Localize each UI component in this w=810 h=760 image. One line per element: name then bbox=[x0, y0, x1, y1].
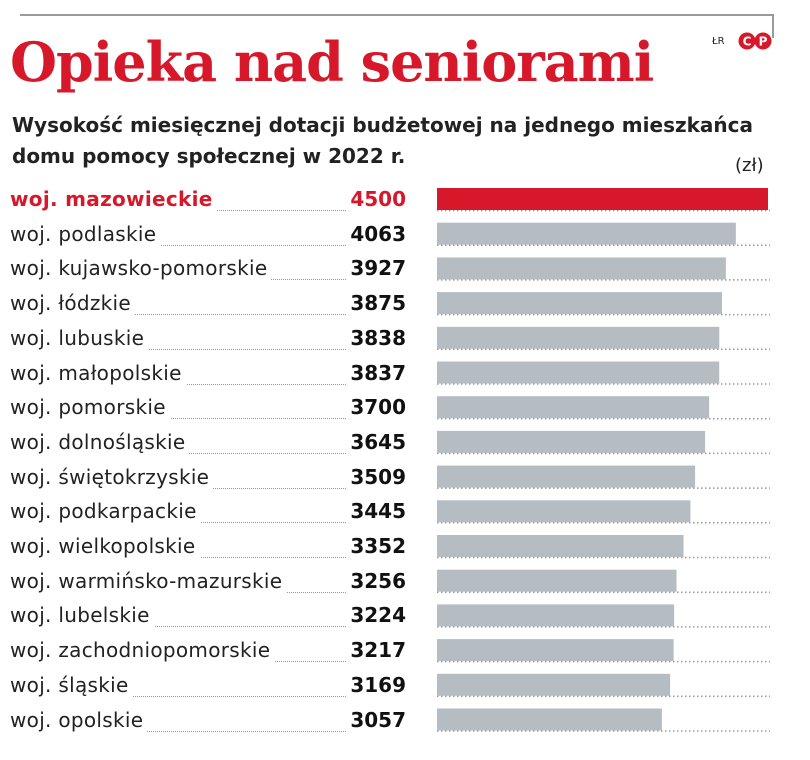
bar bbox=[437, 500, 691, 523]
bar bbox=[437, 604, 675, 627]
leader-dots bbox=[12, 557, 404, 558]
chart-title: Opieka nad seniorami bbox=[10, 30, 654, 94]
value-label: 3217 bbox=[346, 638, 406, 663]
category-label: woj. lubuskie bbox=[10, 325, 149, 350]
bar-row: woj. kujawsko-pomorskie 3927 bbox=[0, 252, 810, 286]
svg-text:C: C bbox=[743, 35, 752, 49]
bar bbox=[437, 188, 768, 210]
value-label: 3445 bbox=[346, 499, 406, 524]
bar bbox=[437, 569, 677, 592]
value-label: 3645 bbox=[346, 429, 406, 454]
leader-dots bbox=[12, 314, 404, 316]
bar bbox=[437, 535, 684, 557]
value-label: 3837 bbox=[346, 360, 406, 385]
bar bbox=[437, 361, 720, 384]
bar-row: woj. mazowieckie 4500 bbox=[0, 183, 810, 217]
value-label: 3256 bbox=[346, 568, 406, 593]
bar bbox=[437, 257, 726, 280]
leader-dots bbox=[12, 244, 404, 246]
bar-row: woj. łódzkie 3875 bbox=[0, 287, 810, 321]
bar-row: woj. wielkopolskie 3352 bbox=[0, 530, 810, 564]
leader-dots bbox=[12, 522, 404, 524]
value-label: 3927 bbox=[346, 256, 406, 281]
bar bbox=[437, 222, 736, 245]
frame-top-line bbox=[20, 14, 774, 16]
bar-row: woj. zachodniopomorskie 3217 bbox=[0, 634, 810, 668]
category-label: woj. podlaskie bbox=[10, 221, 161, 246]
publisher-logo: C P bbox=[738, 31, 772, 56]
bar bbox=[437, 430, 706, 453]
bar bbox=[437, 708, 662, 731]
category-label: woj. pomorskie bbox=[10, 395, 170, 420]
bar bbox=[437, 326, 720, 349]
bar bbox=[437, 292, 723, 315]
bar-row: woj. świętokrzyskie 3509 bbox=[0, 461, 810, 495]
value-label: 3169 bbox=[346, 672, 406, 697]
bar-row: woj. lubelskie 3224 bbox=[0, 599, 810, 633]
leader-dots bbox=[12, 348, 404, 350]
bar-row: woj. podlaskie 4063 bbox=[0, 218, 810, 252]
category-label: woj. podkarpackie bbox=[10, 499, 201, 524]
category-label: woj. zachodniopomorskie bbox=[10, 638, 275, 663]
unit-label: (zł) bbox=[735, 155, 764, 176]
category-label: woj. małopolskie bbox=[10, 360, 186, 385]
bar-row: woj. małopolskie 3837 bbox=[0, 357, 810, 391]
category-label: woj. świętokrzyskie bbox=[10, 464, 214, 489]
leader-dots bbox=[12, 383, 404, 385]
value-label: 3509 bbox=[346, 464, 406, 489]
category-label: woj. wielkopolskie bbox=[10, 534, 200, 558]
value-label: 3057 bbox=[346, 707, 406, 732]
value-label: 3352 bbox=[346, 534, 406, 558]
bar-row: woj. lubuskie 3838 bbox=[0, 322, 810, 356]
category-label: woj. dolnośląskie bbox=[10, 429, 190, 454]
category-label: woj. łódzkie bbox=[10, 291, 136, 316]
leader-dots bbox=[12, 452, 404, 454]
bar-row: woj. pomorskie 3700 bbox=[0, 391, 810, 425]
bar-row: woj. dolnośląskie 3645 bbox=[0, 426, 810, 460]
category-label: woj. mazowieckie bbox=[10, 187, 217, 211]
svg-text:P: P bbox=[759, 35, 768, 49]
leader-dots bbox=[12, 695, 404, 697]
category-label: woj. opolskie bbox=[10, 707, 148, 732]
category-label: woj. kujawsko-pomorskie bbox=[10, 256, 272, 281]
bar-row: woj. opolskie 3057 bbox=[0, 704, 810, 738]
value-label: 3838 bbox=[346, 325, 406, 350]
value-label: 3700 bbox=[346, 395, 406, 420]
chart-subtitle: Wysokość miesięcznej dotacji budżetowej … bbox=[12, 113, 753, 168]
value-label: 3875 bbox=[346, 291, 406, 316]
leader-dots bbox=[12, 626, 404, 628]
category-label: woj. lubelskie bbox=[10, 603, 154, 628]
bar bbox=[437, 673, 671, 696]
value-label: 4063 bbox=[346, 221, 406, 246]
bar-row: woj. warmińsko-mazurskie 3256 bbox=[0, 565, 810, 599]
leader-dots bbox=[12, 418, 404, 420]
bar bbox=[437, 639, 674, 662]
bar bbox=[437, 465, 696, 488]
bar-row: woj. śląskie 3169 bbox=[0, 669, 810, 703]
category-label: woj. śląskie bbox=[10, 672, 133, 697]
value-label: 3224 bbox=[346, 603, 406, 628]
value-label: 4500 bbox=[346, 187, 406, 211]
category-label: woj. warmińsko-mazurskie bbox=[10, 568, 287, 593]
frame-corner-line bbox=[772, 14, 774, 38]
leader-dots bbox=[12, 730, 404, 732]
author-credit: ŁR bbox=[712, 36, 725, 47]
bar bbox=[437, 396, 710, 419]
bar-row: woj. podkarpackie 3445 bbox=[0, 495, 810, 529]
